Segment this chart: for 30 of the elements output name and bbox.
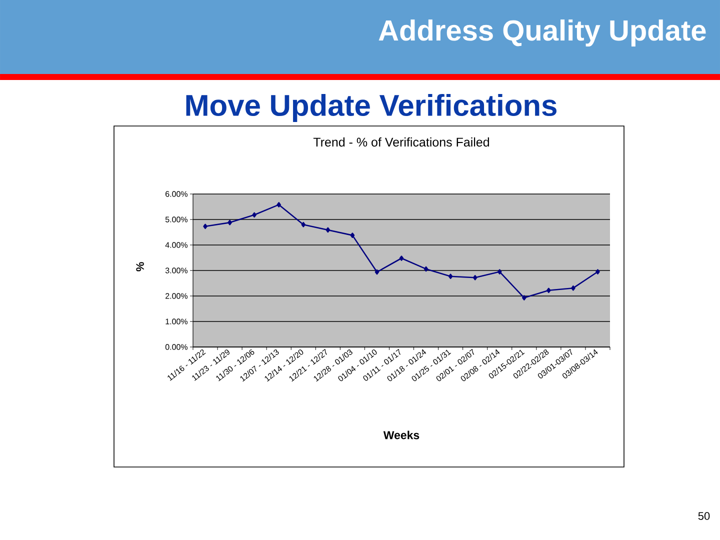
point (424, 266, 428, 272)
y-tick-label: 6.00% (166, 191, 188, 197)
y-axis-title: % (136, 262, 144, 272)
point (350, 232, 355, 238)
point (228, 220, 232, 226)
point (497, 269, 502, 274)
text: 50 (698, 512, 710, 520)
x-axis-title: Weeks (383, 430, 420, 440)
point (448, 274, 453, 280)
chart-subtitle: Trend - % of Verifications Failed (313, 137, 490, 147)
text: Address Quality Update (378, 19, 706, 47)
point (472, 274, 478, 280)
point (203, 224, 208, 230)
y-tick-label: 0.00% (165, 344, 188, 350)
y-tick-label: 5.00% (165, 216, 188, 222)
point (571, 285, 576, 291)
point (546, 288, 551, 294)
chart-title: Move Update Verifications (186, 94, 556, 122)
point (374, 269, 380, 275)
point (399, 256, 404, 261)
point (522, 295, 526, 300)
point (276, 202, 282, 208)
y-tick-label: 3.00% (165, 268, 188, 274)
y-tick-label: 4.00% (165, 242, 188, 248)
point (596, 269, 600, 274)
point (301, 222, 306, 228)
point (326, 227, 330, 233)
y-tick-label: 1.00% (166, 318, 188, 324)
y-tick-label: 2.00% (166, 293, 188, 299)
point (252, 212, 256, 218)
